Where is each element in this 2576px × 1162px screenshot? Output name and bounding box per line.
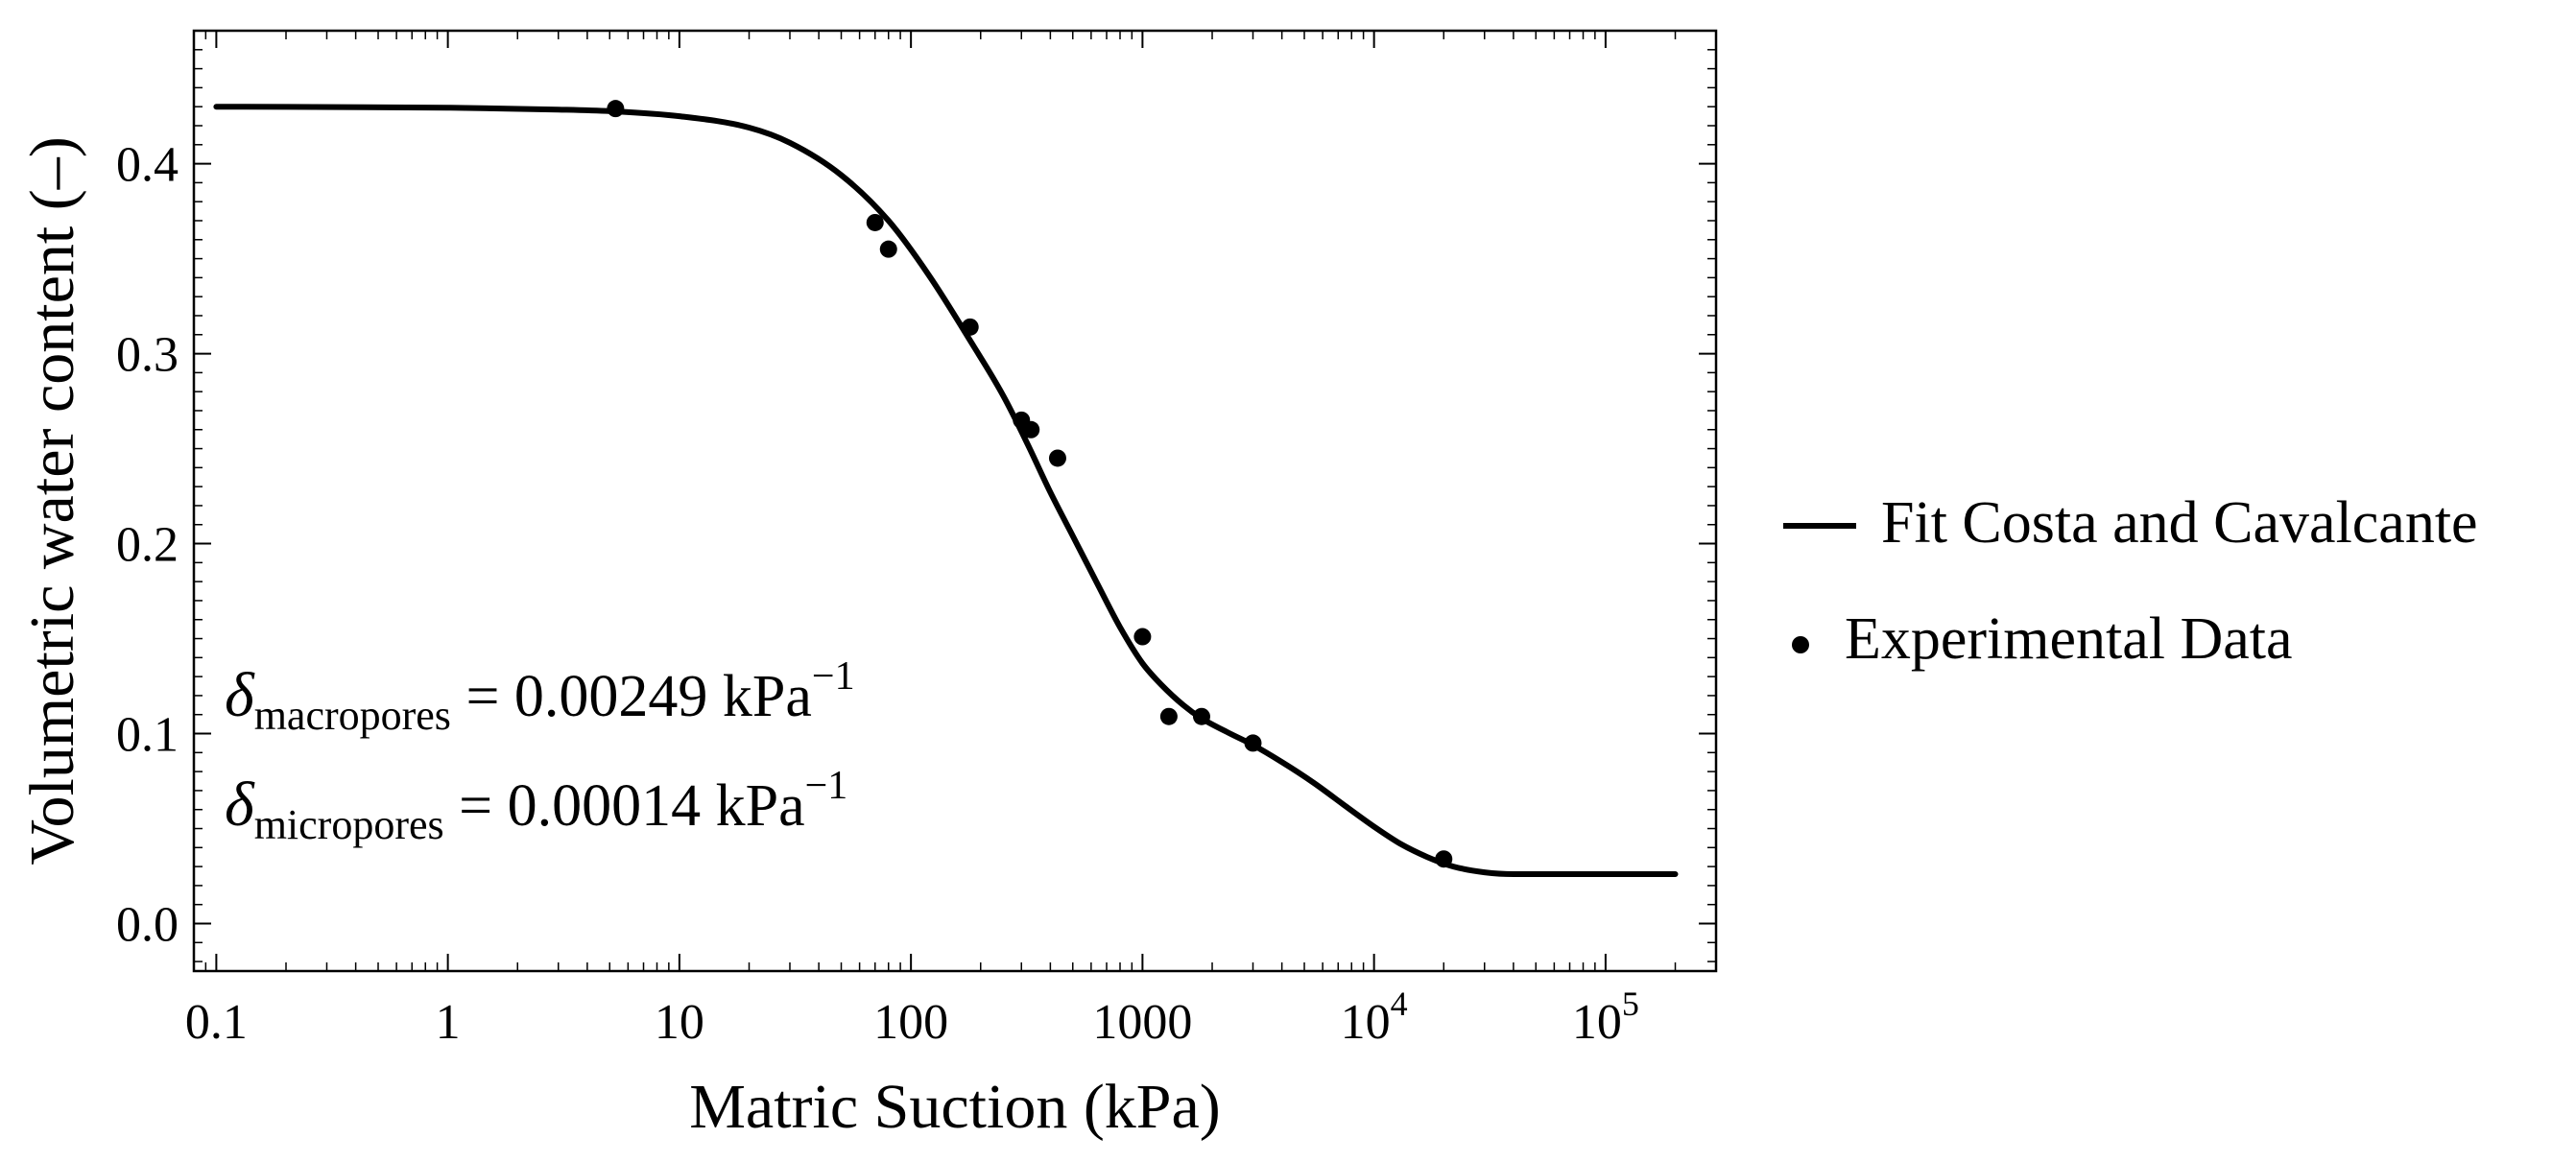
y-tick-labels: 0.0 0.1 0.2 0.3 0.4 — [116, 138, 179, 953]
data-point — [1435, 850, 1453, 868]
x-tick-labels: 0.1 1 10 100 1000 104 105 — [185, 984, 1639, 1050]
data-point — [1022, 420, 1040, 439]
x-tick-label: 1 — [436, 995, 461, 1050]
plot-frame — [192, 29, 1718, 973]
legend-point-swatch — [1792, 636, 1809, 653]
annotation-superscript: −1 — [812, 654, 855, 699]
x-tick-label: 104 — [1341, 984, 1408, 1050]
data-point — [1192, 707, 1210, 725]
x-axis-label: Matric Suction (kPa) — [689, 1072, 1221, 1142]
data-point — [879, 240, 897, 258]
fit-curve-line — [213, 104, 1679, 878]
y-tick-label: 0.2 — [116, 518, 179, 573]
major-ticks — [194, 31, 1716, 971]
annotation-superscript: −1 — [805, 764, 848, 808]
data-point — [1159, 707, 1178, 725]
data-point — [1048, 449, 1066, 467]
data-point — [1133, 628, 1152, 646]
y-tick-label: 0.0 — [116, 898, 179, 953]
x-tick-label: 1000 — [1092, 995, 1192, 1050]
annotation-symbol: δ — [225, 770, 255, 840]
data-point — [607, 100, 625, 118]
legend-label-data: Experimental Data — [1845, 606, 2293, 672]
y-tick-label: 0.1 — [116, 708, 179, 763]
data-point — [1244, 734, 1262, 752]
x-tick-label: 10 — [655, 995, 704, 1050]
y-axis-label: Volumetric water content (–) — [17, 136, 87, 865]
minor-ticks — [193, 31, 1717, 971]
annotation-subscript: macropores — [254, 692, 451, 739]
experimental-data-points — [607, 100, 1453, 868]
annotation-value: = 0.00014 kPa — [444, 773, 805, 839]
data-point — [866, 213, 884, 231]
x-tick-label: 0.1 — [185, 995, 248, 1050]
annotation-macropores: δmacropores = 0.00249 kPa−1 — [225, 654, 855, 739]
annotation-micropores: δmicropores = 0.00014 kPa−1 — [225, 764, 847, 848]
annotation-symbol: δ — [225, 660, 255, 730]
legend: Fit Costa and Cavalcante Experimental Da… — [1783, 490, 2478, 672]
y-tick-label: 0.4 — [116, 138, 179, 193]
x-tick-label: 105 — [1572, 984, 1639, 1050]
legend-label-fit: Fit Costa and Cavalcante — [1881, 490, 2478, 556]
annotation-subscript: micropores — [254, 801, 444, 848]
x-tick-label: 100 — [873, 995, 948, 1050]
data-point — [961, 318, 979, 336]
y-tick-label: 0.3 — [116, 328, 179, 383]
annotation-value: = 0.00249 kPa — [451, 664, 812, 729]
